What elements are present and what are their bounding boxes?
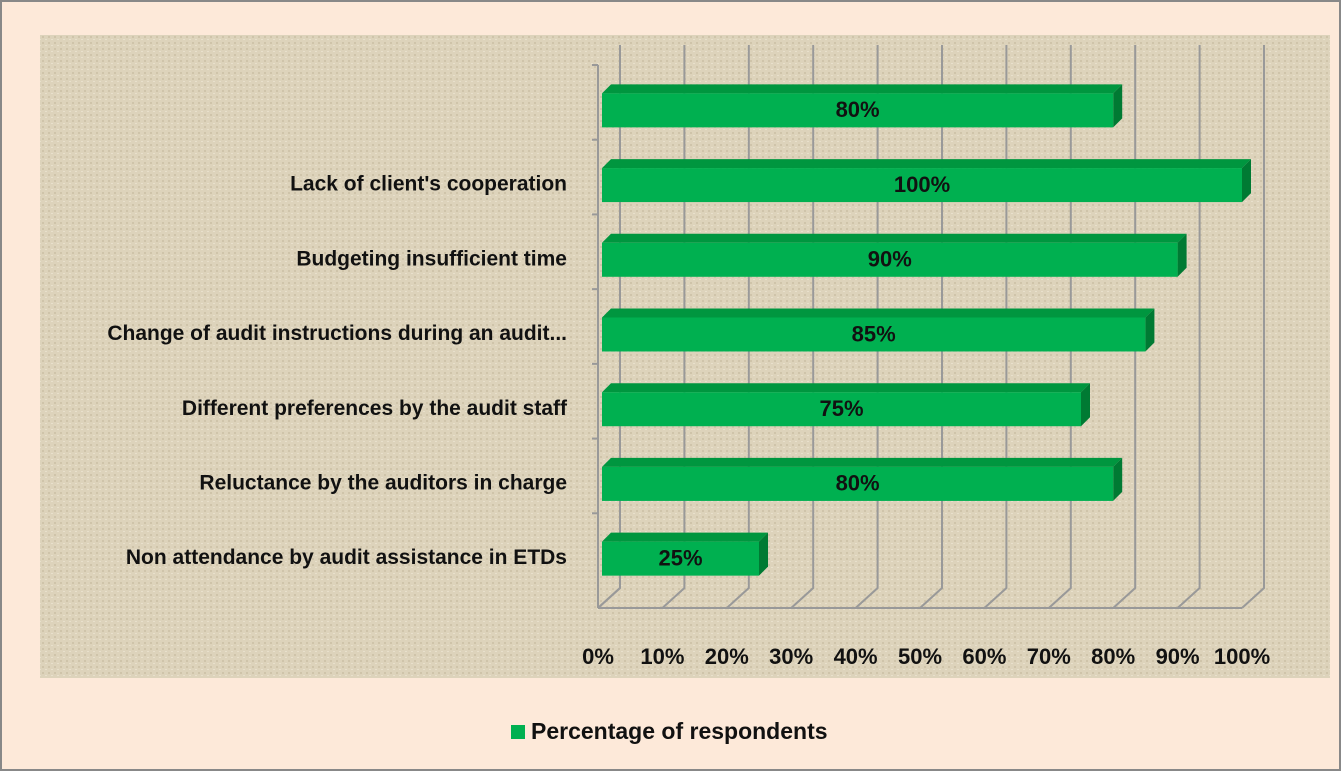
bar-side [1177,233,1187,277]
y-tick-label: Budgeting insufficient time [296,247,567,270]
y-tick-label: Non attendance by audit assistance in ET… [126,546,567,569]
x-tick-label: 20% [705,644,749,669]
y-tick-label: Lack of client's cooperation [290,173,567,196]
bar-top [602,457,1123,467]
bar [602,93,1114,128]
bar-side [1113,457,1123,501]
x-tick-label: 80% [1091,644,1135,669]
bar [602,466,1114,501]
data-label: 25% [658,545,702,570]
bar [602,317,1146,352]
x-tick-label: 10% [640,644,684,669]
grid-line [726,45,750,609]
grid-line [790,45,815,609]
data-label: 90% [868,247,912,272]
bar-side [1113,84,1123,128]
bar-top [602,532,768,542]
bar-top [602,383,1090,393]
x-tick-label: 70% [1027,644,1071,669]
grid-line [983,45,1008,609]
bar-top [602,308,1155,318]
y-tick-label: Reluctance by the auditors in charge [199,471,567,494]
x-tick-label: 100% [1214,644,1270,669]
data-label: 80% [836,471,880,496]
data-label: 100% [894,172,950,197]
grid-line [854,45,879,609]
bar-top [602,159,1251,169]
bar [602,168,1242,203]
bar [602,242,1178,277]
grid-line [1112,45,1137,609]
y-tick-label: Different preferences by the audit staff [182,397,568,420]
x-tick-label: 30% [769,644,813,669]
grid-line [1176,45,1201,609]
bar [602,392,1081,427]
x-tick-label: 60% [962,644,1006,669]
bar-side [1081,383,1090,427]
bar-side [1242,159,1251,203]
bar [602,541,759,576]
data-label: 75% [819,396,863,421]
grid-line [919,45,943,609]
x-tick-label: 40% [834,644,878,669]
grid-line [1048,45,1072,609]
data-label: 85% [852,321,896,346]
data-label: 80% [836,97,880,122]
x-tick-label: 90% [1156,644,1200,669]
legend-swatch [511,725,525,739]
grid-line [1241,45,1265,609]
bar-side [1145,308,1155,352]
grid-line [597,45,621,609]
bar-top [602,84,1123,94]
bar-side [759,532,768,576]
x-tick-label: 0% [582,644,614,669]
y-tick-label: Change of audit instructions during an a… [107,322,567,345]
bar-top [602,233,1187,243]
legend-label: Percentage of respondents [531,718,828,744]
x-tick-label: 50% [898,644,942,669]
grid-line [661,45,686,609]
